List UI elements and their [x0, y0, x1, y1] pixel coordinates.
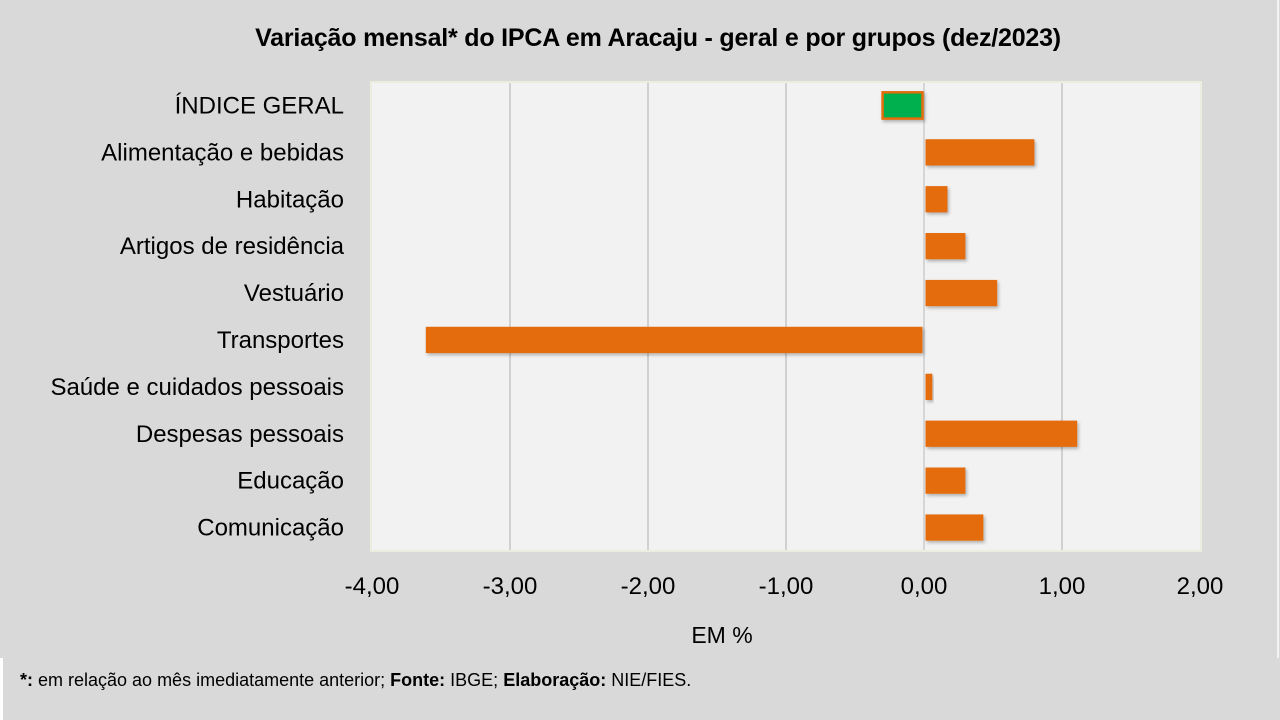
- bar-8: [925, 467, 966, 494]
- gridlines: [509, 83, 1063, 550]
- bar-6: [925, 373, 933, 400]
- x-axis-title: EM %: [691, 622, 753, 648]
- bar-1: [925, 139, 1035, 166]
- x-tick-label: 2,00: [1177, 573, 1224, 600]
- footer-note: *: em relação ao mês imediatamente anter…: [20, 670, 691, 691]
- category-label: Despesas pessoais: [136, 421, 344, 448]
- category-label: Habitação: [236, 186, 344, 213]
- x-tick-label: -1,00: [759, 573, 814, 600]
- category-label: Comunicação: [197, 515, 344, 542]
- bar-7: [925, 420, 1078, 447]
- footer-credit-label: Elaboração:: [503, 670, 607, 690]
- category-label: Saúde e cuidados pessoais: [50, 374, 344, 401]
- category-label: ÍNDICE GERAL: [175, 92, 344, 119]
- x-tick-label: 1,00: [1039, 573, 1086, 600]
- category-label: Alimentação e bebidas: [101, 139, 344, 166]
- x-tick-label: -2,00: [621, 573, 676, 600]
- bar-chart: ÍNDICE GERAL Alimentação e bebidas Habitaç…: [50, 81, 1224, 600]
- category-labels: ÍNDICE GERAL Alimentação e bebidas Habitaç…: [50, 92, 344, 541]
- chart-title: Variação mensal* do IPCA em Aracaju - ge…: [255, 24, 1061, 52]
- edge-line: [0, 658, 3, 720]
- x-tick-label: -3,00: [483, 573, 538, 600]
- category-label: Transportes: [217, 327, 344, 354]
- category-label: Vestuário: [244, 280, 344, 307]
- bar-4: [925, 279, 998, 307]
- bars: [425, 91, 1078, 541]
- footer-credit-value: NIE/FIES.: [606, 670, 692, 690]
- footer-note-text: em relação ao mês imediatamente anterior…: [33, 670, 391, 690]
- bar-2: [925, 186, 948, 213]
- bar-9: [925, 514, 984, 541]
- footer-note-marker: *:: [20, 670, 33, 690]
- category-label: Educação: [237, 468, 344, 495]
- footer-source-label: Fonte:: [390, 670, 446, 690]
- footer-source-value: IBGE;: [445, 670, 504, 690]
- bar-0: [881, 91, 924, 120]
- x-tick-labels: -4,00 -3,00 -2,00 -1,00 0,00 1,00 2,00: [345, 573, 1224, 600]
- bar-5: [425, 326, 923, 354]
- category-label: Artigos de residência: [120, 233, 345, 260]
- x-tick-label: 0,00: [901, 573, 948, 600]
- x-tick-label: -4,00: [345, 573, 400, 600]
- bar-3: [925, 233, 966, 260]
